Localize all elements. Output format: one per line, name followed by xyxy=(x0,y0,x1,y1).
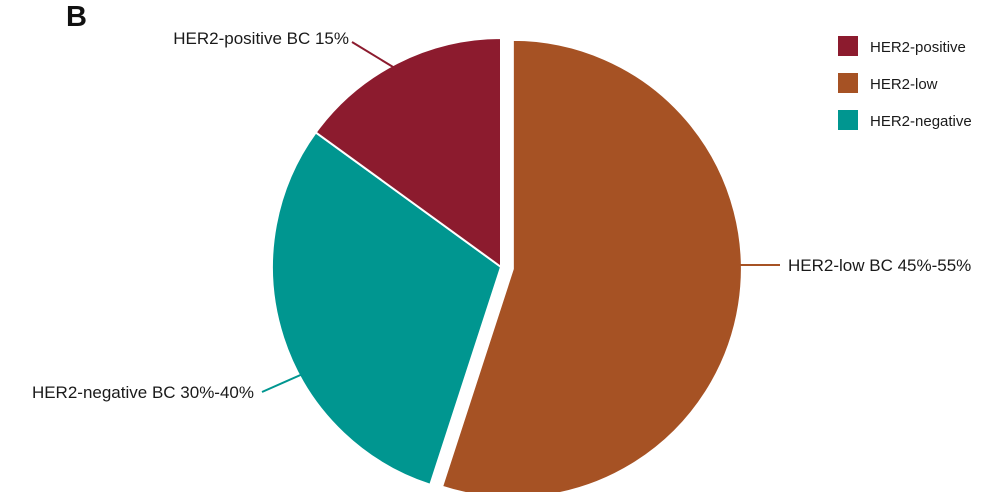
legend-item-her2-positive: HER2-positive xyxy=(838,36,966,56)
legend-label-her2-negative: HER2-negative xyxy=(870,113,972,130)
legend-item-her2-low: HER2-low xyxy=(838,73,938,93)
legend: HER2-positive HER2-low HER2-negative xyxy=(838,36,972,130)
callout-label-her2-positive: HER2-positive BC 15% xyxy=(173,29,349,48)
panel-label: B xyxy=(66,1,87,33)
callout-label-her2-negative: HER2-negative BC 30%-40% xyxy=(32,383,254,402)
legend-label-her2-low: HER2-low xyxy=(870,76,938,93)
pie-slice-her2-positive xyxy=(314,36,502,269)
pie-slices xyxy=(271,36,743,492)
legend-swatch-her2-positive xyxy=(838,36,858,56)
callout-line-her2-negative xyxy=(261,372,306,393)
legend-item-her2-negative: HER2-negative xyxy=(838,110,972,130)
callout-label-her2-low: HER2-low BC 45%-55% xyxy=(788,256,971,275)
pie-slice-her2-negative xyxy=(271,131,503,487)
legend-swatch-her2-low xyxy=(838,73,858,93)
pie-slice-her2-low xyxy=(440,38,743,492)
legend-label-her2-positive: HER2-positive xyxy=(870,39,966,56)
legend-swatch-her2-negative xyxy=(838,110,858,130)
callout-line-her2-positive xyxy=(351,41,399,71)
slice-callouts: HER2-positive BC 15% HER2-low BC 45%-55%… xyxy=(32,29,971,402)
